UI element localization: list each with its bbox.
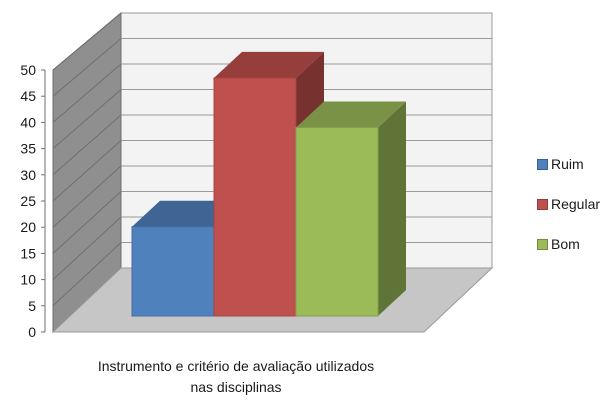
gridline-side	[52, 38, 122, 97]
gridline-side	[52, 89, 122, 149]
legend-label-ruim: Ruim	[551, 156, 584, 172]
y-axis: 0 5 10 15 20 25 30 35 40 45 50	[20, 62, 46, 340]
y-tick-label: 50	[20, 62, 36, 78]
y-tick-label: 15	[20, 245, 36, 261]
y-tick-label: 0	[28, 324, 36, 340]
bar-top	[214, 51, 324, 78]
y-tick-label: 20	[20, 219, 36, 235]
bar-top	[296, 101, 406, 128]
gridline-side	[52, 216, 122, 280]
y-tick-label: 45	[20, 88, 36, 104]
y-tick-label: 25	[20, 193, 36, 209]
gridline-side	[52, 140, 122, 202]
legend-swatch	[537, 199, 548, 210]
y-tick-label: 35	[20, 141, 36, 157]
gridline-side	[52, 242, 122, 307]
gridline-side	[52, 63, 122, 123]
legend-swatch	[537, 159, 548, 170]
bars	[131, 51, 406, 317]
bar-front	[295, 127, 379, 317]
bar-front	[213, 77, 297, 317]
bar-front	[131, 226, 215, 317]
y-tick-label: 10	[20, 272, 36, 288]
y-tick-label: 30	[20, 167, 36, 183]
x-axis-label: Instrumento e critério de avaliação util…	[36, 356, 436, 398]
legend-label-bom: Bom	[551, 236, 580, 252]
legend-label-regular: Regular	[551, 196, 601, 212]
x-axis-label-line-1: Instrumento e critério de avaliação util…	[97, 358, 375, 374]
x-axis-label-line-2: nas disciplinas	[190, 379, 282, 395]
y-tick-label: 40	[20, 114, 36, 130]
y-tick-label: 5	[28, 298, 36, 314]
gridline-side	[52, 12, 122, 71]
bar-side	[378, 101, 406, 317]
bar-bom	[295, 101, 406, 317]
gridline-side	[52, 191, 122, 254]
legend-swatch	[537, 239, 548, 250]
gridline-side	[52, 114, 122, 176]
gridline-side	[52, 165, 122, 228]
